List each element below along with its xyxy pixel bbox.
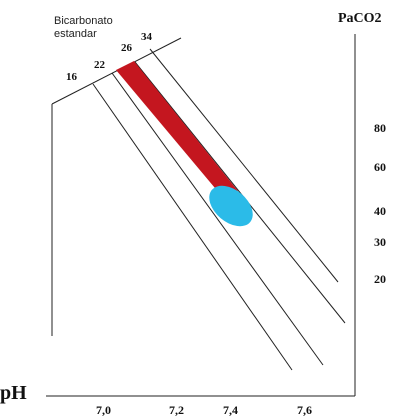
bicarbonate-tick-label: 34 xyxy=(141,31,153,43)
paco2-title: PaCO2 xyxy=(338,11,382,26)
normal-zone-ellipse xyxy=(209,185,253,227)
ph-tick-label: 7,4 xyxy=(223,403,238,417)
paco2-tick-label: 20 xyxy=(374,272,386,286)
bicarbonate-line-34 xyxy=(149,48,339,283)
bicarbonate-line-26 xyxy=(134,61,346,324)
bicarbonate-line-22 xyxy=(111,72,324,366)
ph-tick-label: 7,2 xyxy=(169,403,184,417)
bicarbonate-tick-label: 22 xyxy=(94,59,106,71)
ph-title: pH xyxy=(0,382,27,404)
bicarbonate-axis xyxy=(51,37,182,105)
paco2-tick-label: 30 xyxy=(374,235,386,249)
paco2-tick-label: 80 xyxy=(374,121,386,135)
bicarbonate-tick-label: 26 xyxy=(121,42,133,54)
bicarbonate-title-line2: estandar xyxy=(54,28,97,40)
bicarbonate-line-16 xyxy=(92,83,293,371)
bicarbonate-title-line1: Bicarbonato xyxy=(54,15,113,27)
ph-tick-label: 7,0 xyxy=(96,403,111,417)
paco2-tick-label: 60 xyxy=(374,160,386,174)
paco2-tick-label: 40 xyxy=(374,204,386,218)
bicarbonate-tick-label: 16 xyxy=(66,71,78,83)
highlight-band xyxy=(116,61,238,200)
ph-tick-label: 7,6 xyxy=(297,403,312,417)
